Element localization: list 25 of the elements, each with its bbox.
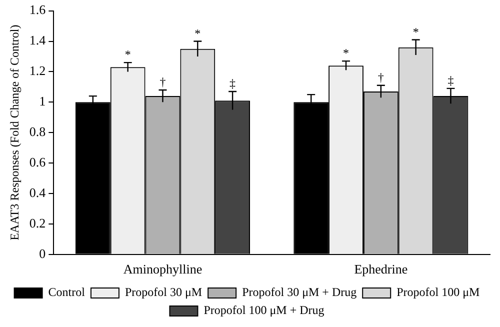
legend-label: Propofol 100 μM + Drug xyxy=(204,303,324,318)
data-label: ‡ xyxy=(448,74,454,88)
data-label: † xyxy=(160,75,166,90)
legend-label: Propofol 30 μM xyxy=(124,285,202,300)
data-label: ‡ xyxy=(230,76,236,91)
y-tick-label: 0.4 xyxy=(29,184,46,200)
x-tick-label: Aminophylline xyxy=(123,262,202,277)
data-label: † xyxy=(378,70,384,85)
data-label: * xyxy=(412,24,419,39)
y-tick-label: 1.6 xyxy=(29,2,46,18)
y-axis-title: EAAT3 Responses (Fold Change of Control) xyxy=(7,24,22,240)
x-tick-label: Ephedrine xyxy=(354,262,408,277)
legend-label: Propofol 30 μM + Drug xyxy=(242,285,357,300)
data-label: * xyxy=(124,48,131,62)
y-tick-label: 1.4 xyxy=(29,32,46,48)
data-label: * xyxy=(343,46,350,60)
legend-label: Propofol 100 μM xyxy=(396,285,480,300)
legend-label: Control xyxy=(48,285,86,300)
y-tick-label: 0.6 xyxy=(29,154,46,170)
y-tick-label: 0 xyxy=(39,246,46,261)
y-tick-label: 0.8 xyxy=(29,124,46,140)
data-label: * xyxy=(194,26,201,40)
y-tick-label: 1 xyxy=(39,94,46,109)
y-tick-label: 1.2 xyxy=(29,63,46,78)
y-tick-label: 0.2 xyxy=(29,215,46,230)
